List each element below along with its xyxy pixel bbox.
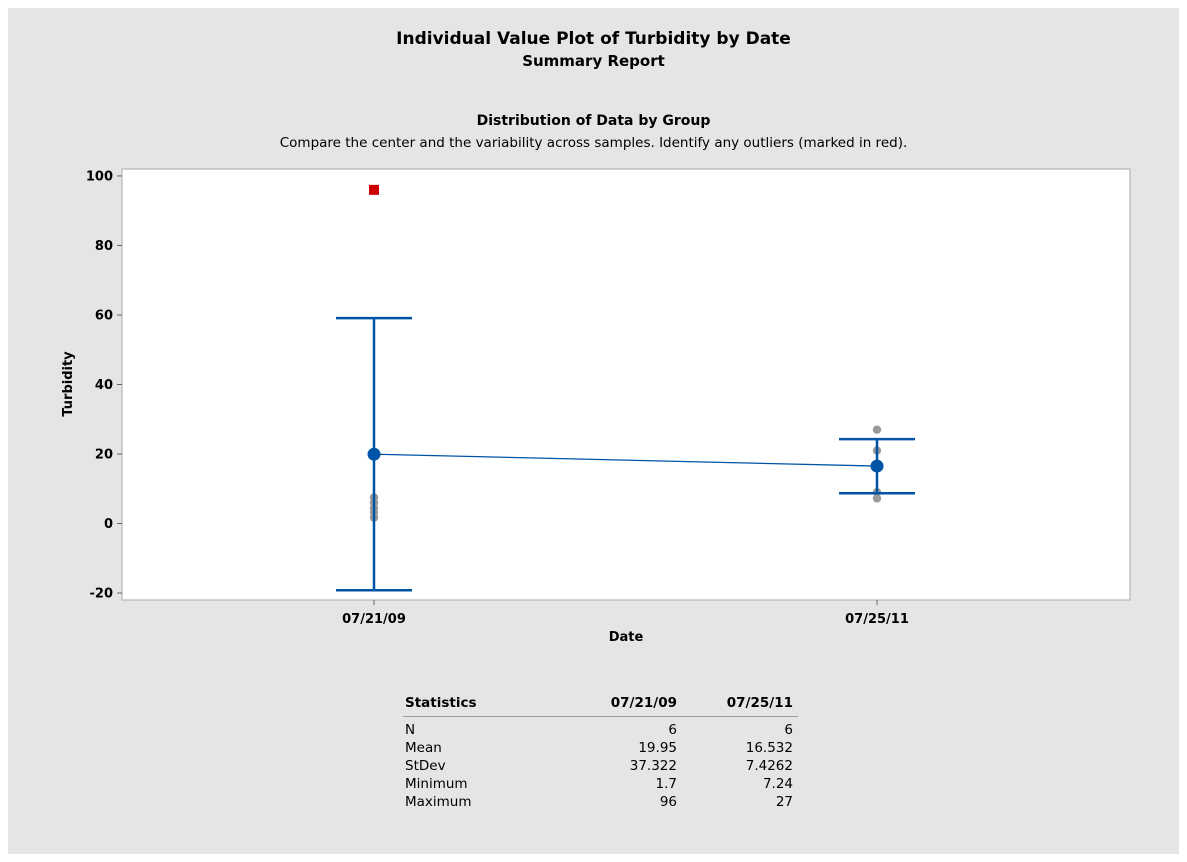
- statistic-name: StDev: [405, 758, 446, 774]
- statistics-row-minimum: Minimum 1.7 7.24: [403, 775, 798, 793]
- statistic-value: 27: [775, 794, 793, 810]
- y-tick-label: 0: [104, 517, 113, 532]
- y-tick-label: 20: [95, 448, 113, 463]
- mean-connect-line: [373, 453, 878, 467]
- y-tick-label: -20: [90, 587, 114, 602]
- statistic-value: 7.4262: [745, 758, 793, 774]
- y-tick-label: 100: [86, 169, 113, 184]
- y-axis: -20 0 20 40 60 80 100: [86, 169, 122, 602]
- statistics-header-group-1: 07/21/09: [610, 695, 677, 711]
- y-tick-label: 40: [95, 378, 113, 393]
- statistic-name: N: [405, 722, 416, 738]
- statistics-row-mean: Mean 19.95 16.532: [403, 739, 798, 757]
- statistic-value: 19.95: [638, 740, 677, 756]
- mean-marker: [367, 447, 381, 461]
- report-title: Individual Value Plot of Turbidity by Da…: [396, 29, 791, 49]
- y-tick-label: 60: [95, 308, 113, 323]
- statistics-header-row: Statistics 07/21/09 07/25/11: [403, 694, 798, 717]
- statistic-value: 7.24: [762, 776, 793, 792]
- mean-marker: [870, 459, 884, 473]
- data-point: [872, 494, 882, 503]
- x-axis-label: Date: [609, 630, 644, 645]
- outlier-point: [369, 184, 379, 195]
- y-axis-label: Turbidity: [61, 351, 76, 417]
- statistics-row-stdev: StDev 37.322 7.4262: [403, 757, 798, 775]
- statistics-row-n: N 6 6: [403, 721, 798, 739]
- statistics-header-label: Statistics: [405, 695, 477, 711]
- y-tick-label: 80: [95, 239, 113, 254]
- statistic-value: 1.7: [655, 776, 677, 792]
- statistic-value: 96: [659, 794, 677, 810]
- section-title: Distribution of Data by Group: [476, 113, 711, 129]
- x-tick-label: 07/25/11: [845, 612, 909, 627]
- statistic-name: Mean: [405, 740, 442, 756]
- statistics-table: Statistics 07/21/09 07/25/11 N 6 6 Mean …: [403, 694, 798, 811]
- statistic-value: 6: [668, 722, 677, 738]
- section-description: Compare the center and the variability a…: [279, 135, 908, 151]
- x-axis: 07/21/09 07/25/11: [342, 600, 909, 627]
- statistic-name: Maximum: [405, 794, 472, 810]
- plot-area: [121, 168, 1131, 601]
- report-subtitle: Summary Report: [522, 52, 665, 70]
- statistics-header-group-2: 07/25/11: [726, 695, 793, 711]
- statistic-name: Minimum: [405, 776, 468, 792]
- data-point: [872, 425, 882, 434]
- statistic-value: 16.532: [745, 740, 793, 756]
- statistic-value: 37.322: [629, 758, 677, 774]
- x-tick-label: 07/21/09: [342, 612, 406, 627]
- statistic-value: 6: [784, 722, 793, 738]
- chart-marks: [336, 184, 915, 592]
- statistics-row-maximum: Maximum 96 27: [403, 793, 798, 811]
